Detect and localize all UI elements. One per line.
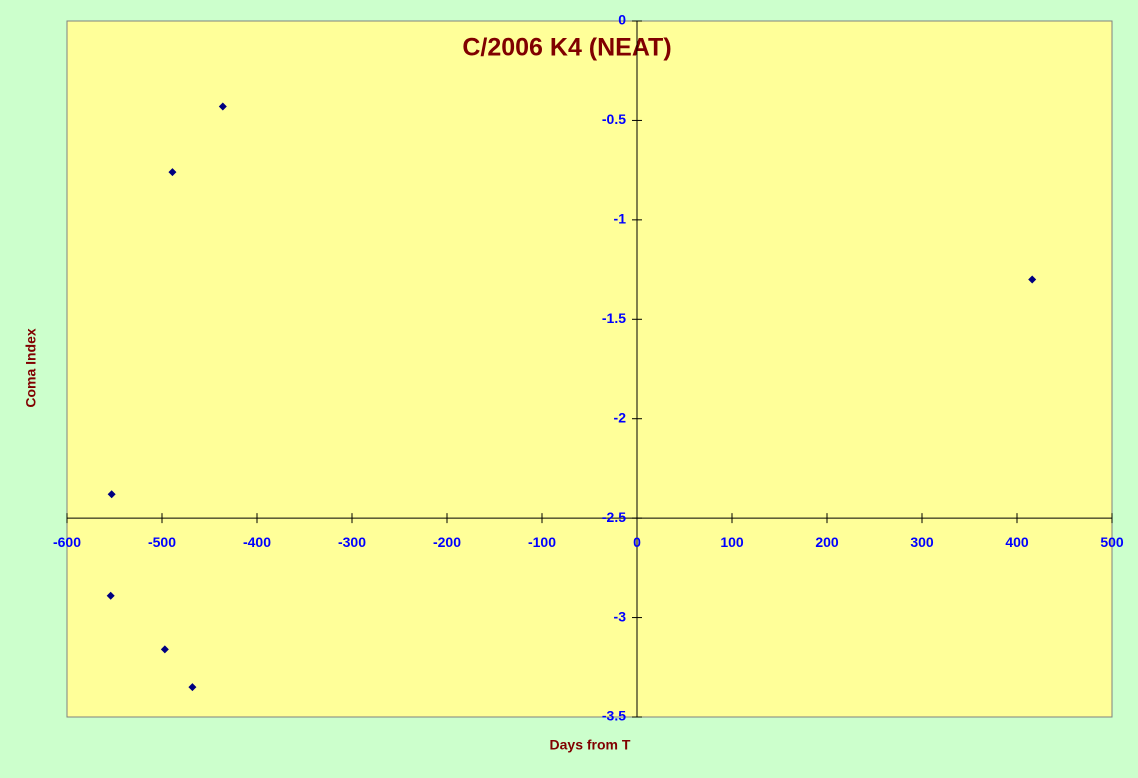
x-tick-label: -500: [148, 534, 176, 550]
x-tick-label: -300: [338, 534, 366, 550]
point: [218, 102, 227, 111]
y-tick-label: -1.5: [602, 310, 626, 326]
point: [107, 490, 116, 499]
x-tick-label: 500: [1100, 534, 1124, 550]
point: [106, 591, 115, 600]
x-tick-label: -100: [528, 534, 556, 550]
x-tick-label: -200: [433, 534, 461, 550]
x-tick-label: 300: [910, 534, 934, 550]
y-tick-label: -0.5: [602, 111, 626, 127]
x-tick-label: -400: [243, 534, 271, 550]
y-axis-title: Coma Index: [23, 328, 39, 408]
point: [160, 645, 169, 654]
x-tick-label: 0: [633, 534, 641, 550]
point: [1028, 275, 1037, 284]
y-tick-label: -2.5: [602, 509, 626, 525]
y-tick-label: 0: [618, 12, 626, 28]
plot-area: [66, 20, 1113, 718]
y-tick-label: -2: [614, 409, 627, 425]
chart-title: C/2006 K4 (NEAT): [462, 34, 671, 62]
x-tick-label: -600: [53, 534, 81, 550]
y-tick-label: -1: [614, 211, 627, 227]
x-tick-label: 100: [720, 534, 744, 550]
y-tick-label: -3: [614, 608, 627, 624]
point: [168, 168, 177, 177]
y-tick-label: -3.5: [602, 708, 626, 724]
point: [188, 683, 197, 692]
x-tick-label: 400: [1005, 534, 1029, 550]
x-tick-label: 200: [815, 534, 839, 550]
x-axis-title: Days from T: [550, 737, 631, 753]
